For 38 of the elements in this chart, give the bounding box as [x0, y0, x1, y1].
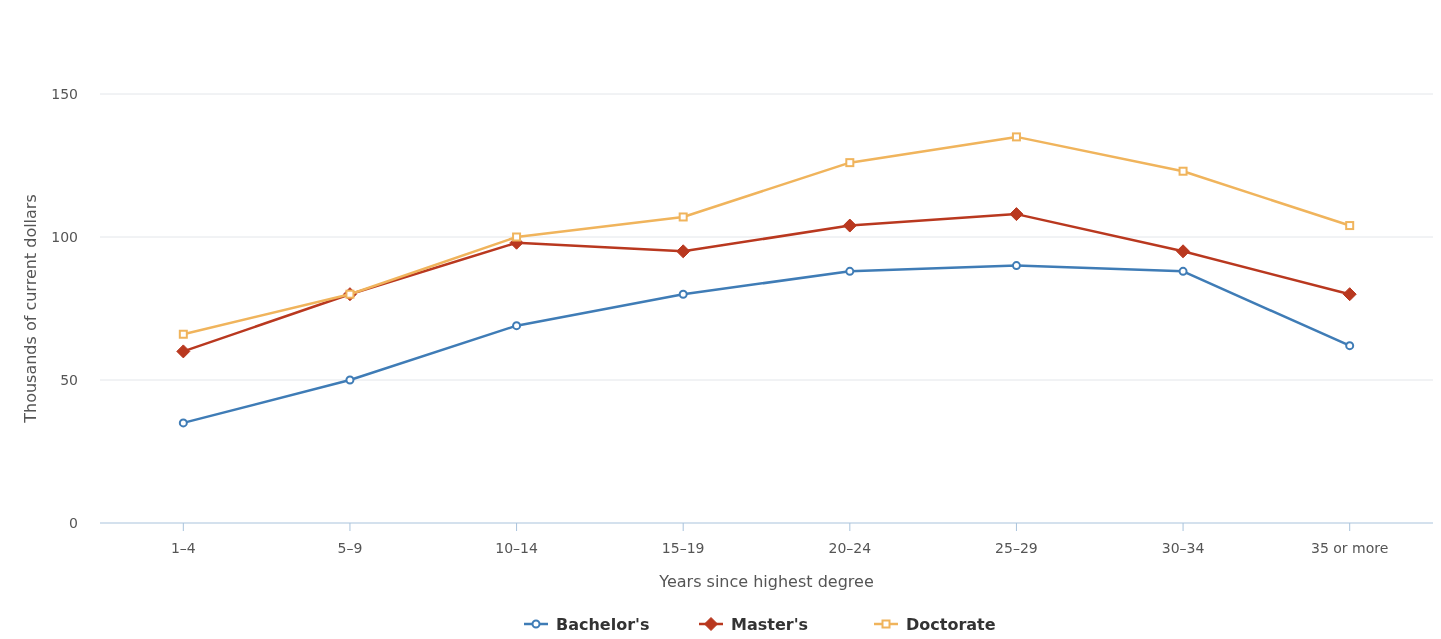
- point: [1011, 132, 1021, 142]
- y-tick-label: 150: [51, 85, 78, 102]
- x-tick-label: 30–34: [1161, 540, 1205, 556]
- point: [678, 289, 688, 299]
- point: [176, 344, 191, 359]
- x-tick-label: 10–14: [495, 540, 538, 556]
- point: [1345, 341, 1355, 351]
- point: [1342, 287, 1357, 302]
- point: [178, 329, 188, 339]
- x-tick-label: 5–9: [337, 540, 363, 556]
- point: [845, 266, 855, 276]
- legend-label: Doctorate: [906, 614, 996, 634]
- point: [845, 158, 855, 168]
- y-axis-title: Thousands of current dollars: [21, 194, 40, 424]
- y-tick-label: 50: [60, 371, 78, 388]
- x-tick-label: 15–19: [661, 540, 705, 556]
- point: [512, 232, 522, 242]
- legend-label: Master's: [731, 614, 809, 634]
- point: [1178, 266, 1188, 276]
- point: [1345, 221, 1355, 231]
- point: [178, 418, 188, 428]
- point: [678, 212, 688, 222]
- x-tick-label: 35 or more: [1311, 540, 1389, 556]
- point: [1009, 207, 1024, 222]
- point: [676, 244, 691, 259]
- point: [345, 375, 355, 385]
- y-tick-label: 100: [51, 228, 78, 245]
- legend-label: Bachelor's: [556, 614, 650, 634]
- point: [1178, 166, 1188, 176]
- point: [842, 218, 857, 233]
- x-tick-label: 1–4: [170, 540, 196, 556]
- x-tick-label: 20–24: [828, 540, 872, 556]
- point: [512, 321, 522, 331]
- x-tick-label: 25–29: [995, 540, 1038, 556]
- x-axis-title: Years since highest degree: [658, 572, 874, 591]
- y-tick-label: 0: [69, 514, 78, 531]
- point: [1176, 244, 1191, 259]
- point: [1011, 261, 1021, 271]
